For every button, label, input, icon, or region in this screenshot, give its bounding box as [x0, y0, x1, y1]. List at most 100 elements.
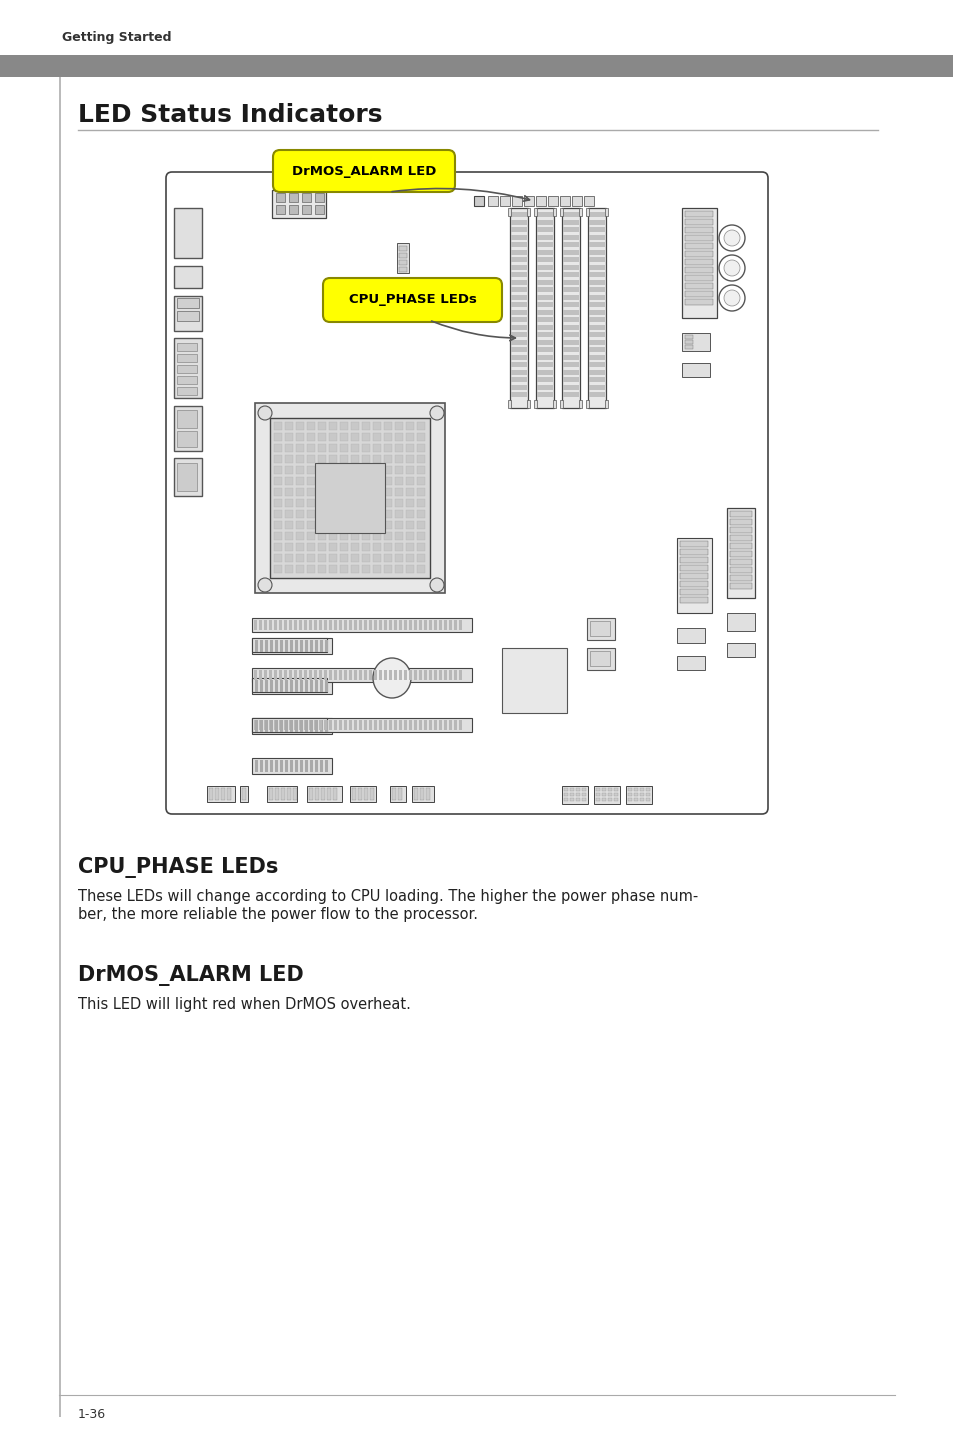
Bar	[614, 798, 618, 800]
Bar	[588, 377, 604, 382]
Bar	[270, 418, 430, 579]
Bar	[523, 196, 534, 206]
Bar	[429, 720, 432, 730]
Bar	[272, 190, 326, 218]
Bar	[398, 720, 401, 730]
Bar	[260, 720, 263, 732]
Bar	[285, 720, 288, 730]
Bar	[537, 242, 553, 246]
Bar	[684, 211, 712, 218]
Bar	[572, 196, 581, 206]
Bar	[274, 432, 282, 441]
Bar	[537, 332, 553, 337]
Bar	[309, 720, 312, 730]
Bar	[537, 362, 553, 367]
Bar	[684, 299, 712, 305]
Bar	[416, 444, 424, 453]
Bar	[679, 581, 707, 587]
Bar	[361, 510, 370, 518]
Bar	[443, 720, 447, 730]
Circle shape	[723, 291, 740, 306]
Bar	[281, 788, 285, 800]
Bar	[264, 670, 267, 680]
Bar	[289, 720, 292, 730]
Bar	[537, 392, 553, 397]
Bar	[406, 455, 414, 463]
Bar	[317, 554, 326, 561]
Bar	[537, 355, 553, 359]
Bar	[338, 670, 341, 680]
Bar	[264, 720, 267, 730]
Bar	[569, 793, 574, 796]
Bar	[352, 788, 355, 800]
Bar	[269, 620, 272, 630]
Bar	[395, 444, 402, 453]
Bar	[254, 640, 257, 652]
Bar	[358, 670, 361, 680]
Bar	[270, 640, 273, 650]
Bar	[334, 720, 336, 730]
Bar	[314, 720, 317, 732]
Bar	[295, 554, 304, 561]
Bar	[588, 256, 604, 262]
Bar	[280, 680, 283, 690]
Bar	[536, 208, 554, 408]
Bar	[588, 347, 604, 352]
Bar	[395, 543, 402, 551]
Bar	[563, 798, 567, 800]
Bar	[358, 720, 361, 730]
Bar	[324, 670, 327, 680]
Bar	[304, 620, 307, 630]
Bar	[588, 228, 604, 232]
Bar	[537, 369, 553, 375]
Bar	[458, 720, 461, 730]
Bar	[588, 332, 604, 337]
Bar	[429, 670, 432, 680]
Bar	[414, 720, 416, 730]
Bar	[338, 720, 341, 730]
Bar	[429, 620, 432, 630]
Bar	[240, 786, 248, 802]
Bar	[351, 543, 358, 551]
Bar	[449, 720, 452, 730]
Bar	[679, 557, 707, 563]
Ellipse shape	[373, 657, 411, 697]
Bar	[295, 455, 304, 463]
Bar	[294, 640, 297, 650]
Bar	[384, 543, 392, 551]
Bar	[511, 249, 526, 255]
Bar	[398, 620, 401, 630]
Bar	[729, 527, 751, 533]
Bar	[287, 788, 291, 800]
Bar	[305, 640, 308, 652]
Bar	[562, 347, 578, 352]
Bar	[607, 798, 612, 800]
Bar	[416, 432, 424, 441]
Bar	[349, 620, 352, 630]
Bar	[361, 488, 370, 495]
Bar	[295, 498, 304, 507]
Bar	[384, 670, 387, 680]
Bar	[295, 422, 304, 430]
Bar	[274, 465, 282, 474]
Bar	[252, 758, 332, 775]
Bar	[537, 309, 553, 315]
Bar	[265, 680, 268, 690]
Bar	[299, 680, 303, 692]
Bar	[260, 680, 263, 692]
Bar	[354, 720, 356, 730]
Bar	[274, 543, 282, 551]
Bar	[562, 256, 578, 262]
Bar	[329, 455, 336, 463]
Bar	[290, 760, 293, 772]
Bar	[269, 670, 272, 680]
Bar	[374, 670, 376, 680]
Bar	[295, 533, 304, 540]
Bar	[406, 566, 414, 573]
Bar	[563, 788, 567, 790]
Bar	[511, 242, 526, 246]
Bar	[302, 205, 311, 213]
Bar	[384, 533, 392, 540]
Bar	[351, 566, 358, 573]
Bar	[304, 720, 307, 730]
